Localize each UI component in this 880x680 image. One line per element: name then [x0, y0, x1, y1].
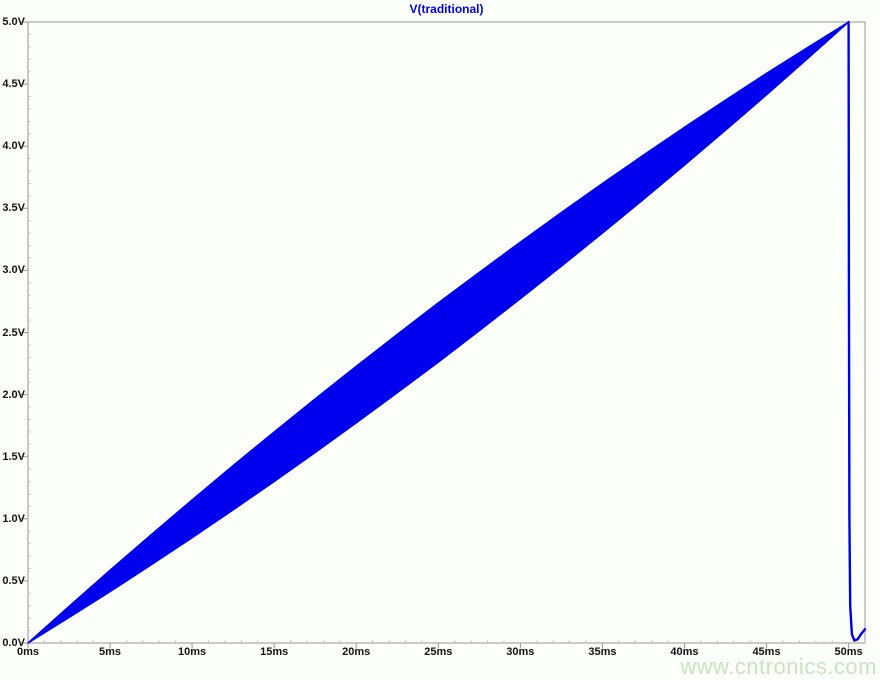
y-tick-label: 4.0V — [2, 140, 25, 153]
y-tick-label: 0.5V — [2, 574, 25, 587]
x-tick-label: 40ms — [670, 646, 699, 658]
x-tick-label: 10ms — [178, 646, 207, 658]
x-tick-label: 15ms — [260, 646, 289, 658]
trace-label[interactable]: V(traditional) — [409, 2, 484, 16]
x-tick-label: 0ms — [16, 646, 40, 658]
y-tick-label: 2.5V — [2, 326, 25, 339]
y-tick-label: 1.0V — [2, 512, 25, 525]
y-tick-label: 1.5V — [2, 450, 25, 463]
x-tick-label: 20ms — [342, 646, 371, 658]
y-tick-label: 2.0V — [2, 388, 25, 401]
x-tick-label: 25ms — [424, 646, 453, 658]
y-tick-label: 5.0V — [2, 16, 25, 28]
watermark: www.cntronics.com — [680, 654, 877, 679]
x-tick-label: 35ms — [588, 646, 617, 658]
x-tick-label: 5ms — [99, 646, 122, 658]
y-tick-label: 4.5V — [2, 78, 25, 91]
y-tick-label: 3.5V — [2, 202, 25, 215]
y-tick-label: 0.0V — [2, 637, 25, 649]
x-tick-label: 50ms — [834, 646, 863, 658]
x-tick-label: 45ms — [752, 646, 781, 658]
y-tick-label: 3.0V — [2, 264, 25, 277]
x-tick-label: 30ms — [506, 646, 535, 658]
